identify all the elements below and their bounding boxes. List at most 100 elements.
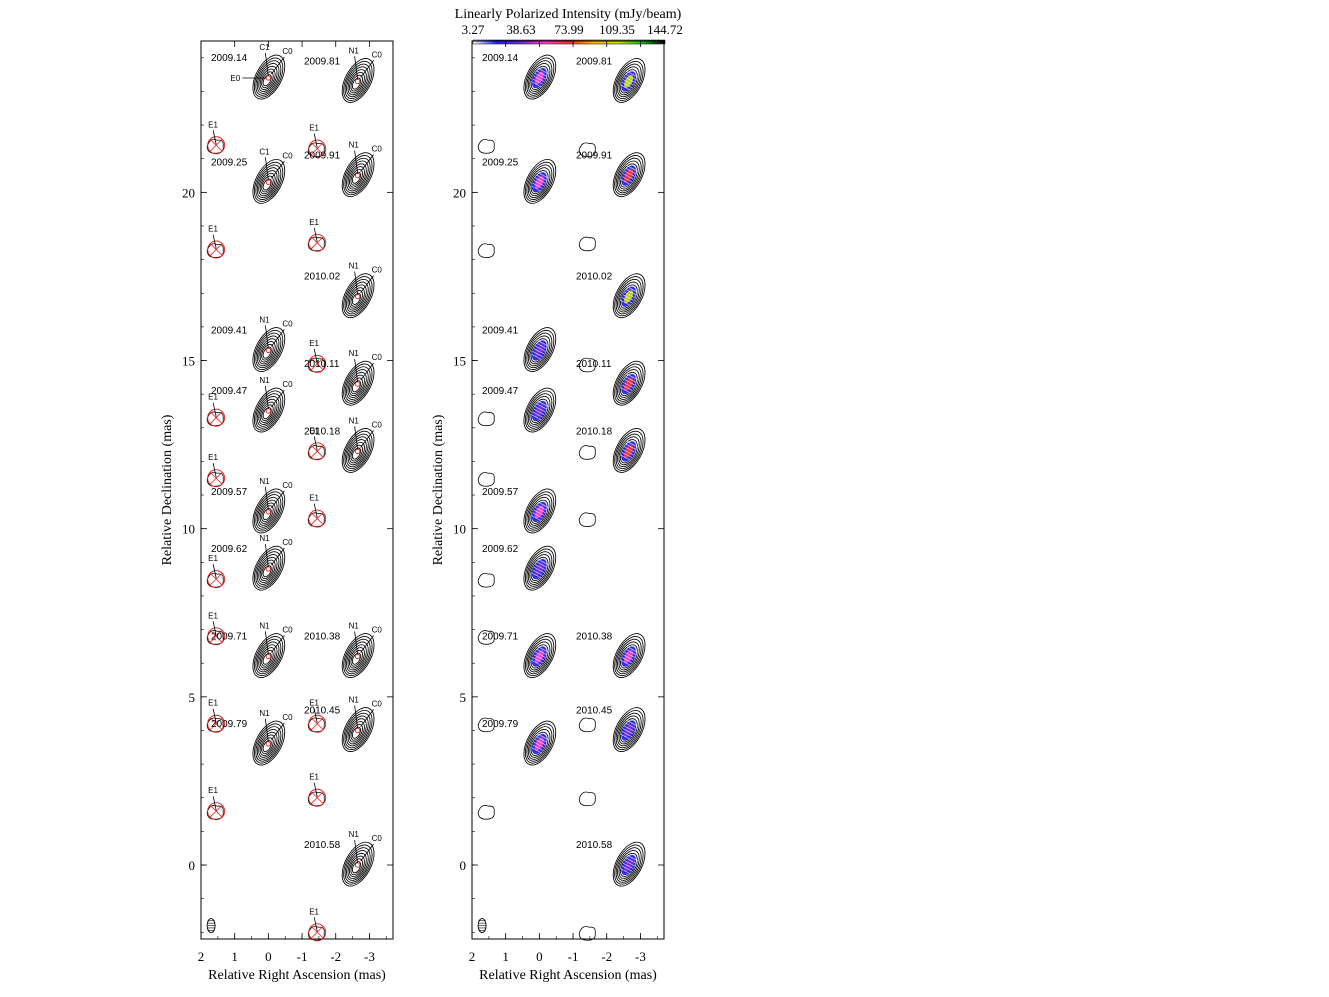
- core-component-label: N1: [349, 695, 360, 704]
- epoch-label: 2010.45: [576, 705, 613, 716]
- e1-component-circle: [308, 714, 327, 733]
- jet-component-label: C0: [282, 481, 293, 490]
- e1-component-circle: [207, 136, 226, 155]
- epoch-label: 2010.11: [576, 359, 612, 370]
- e1-leader-line: [313, 133, 318, 148]
- jet-leader-line: [271, 635, 285, 653]
- core-component-label: N1: [349, 621, 360, 630]
- core-component-label: N1: [259, 709, 270, 718]
- epoch-label: 2009.57: [482, 487, 519, 498]
- core-component-marker: [265, 408, 272, 414]
- core-leader-line: [354, 359, 359, 383]
- jet-leader-line: [271, 490, 285, 509]
- epoch-map-2009.57: 2009.57 N1 C0 E1: [206, 477, 293, 589]
- epoch-label: 2010.58: [576, 840, 613, 851]
- epoch-label: 2009.57: [211, 487, 248, 498]
- epoch-label: 2010.18: [576, 426, 613, 437]
- core-component-marker: [354, 293, 361, 300]
- polarization-vectors: [530, 67, 549, 89]
- core-component-label: N1: [349, 416, 360, 425]
- core-contours: [523, 488, 557, 534]
- epoch-label: 2010.58: [304, 840, 341, 851]
- e1-component-cross: [209, 630, 223, 643]
- core-leader-line: [354, 631, 359, 655]
- epoch-map-2010.18: 2010.18 N1 C0 E1: [304, 416, 382, 528]
- core-component-marker: [354, 448, 361, 454]
- polarization-vectors: [530, 501, 549, 522]
- e1-leader-line: [313, 436, 318, 451]
- core-contours: [252, 159, 286, 204]
- e1-leader-line: [313, 227, 318, 242]
- e1-leader-line: [212, 708, 217, 723]
- epoch-label: 2010.18: [304, 426, 341, 437]
- jet-leader-line: [271, 547, 285, 566]
- colorbar-tick-labels: 3.27 38.63 73.99 109.35 144.72: [462, 22, 683, 37]
- e1-component-label: E1: [309, 426, 319, 435]
- epoch-map-2010.45: 2010.45: [576, 705, 646, 807]
- core-contours: [252, 488, 286, 534]
- e1-component-cross: [209, 572, 223, 586]
- e1-component-circle: [308, 233, 327, 252]
- e1-component-cross: [310, 925, 324, 939]
- epoch-label: 2009.62: [211, 544, 248, 555]
- core-contours: [252, 720, 286, 766]
- e1-component-cross: [209, 471, 223, 485]
- x-axis-label: Relative Right Ascension (mas): [479, 968, 657, 983]
- core-contours: [341, 428, 375, 473]
- y-axis-label: Relative Declination (mas): [160, 414, 175, 565]
- core-leader-line: [264, 631, 269, 655]
- jet-component-label: C0: [282, 151, 293, 160]
- epoch-map-2009.47: 2009.47 N1 C0 E1: [206, 376, 293, 488]
- epoch-label: 2009.81: [304, 56, 341, 67]
- core-leader-line: [264, 52, 269, 77]
- e1-component-label: E1: [208, 120, 218, 129]
- x-tick-label: -1: [568, 949, 579, 964]
- core-contours: [341, 360, 375, 406]
- jet-component-label: C0: [282, 319, 293, 328]
- epoch-label: 2009.81: [576, 56, 613, 67]
- jet-component-label: C0: [372, 699, 383, 708]
- epoch-map-2010.58: 2010.58: [576, 840, 646, 941]
- epoch-label: 2009.47: [211, 386, 248, 397]
- e1-component-cross: [209, 138, 223, 152]
- epoch-map-2009.41: 2009.41: [477, 325, 557, 427]
- polarization-vectors: [619, 286, 638, 307]
- core-component-marker: [265, 75, 272, 81]
- e1-component-circle: [207, 408, 226, 427]
- e1-contour: [477, 139, 495, 154]
- polarization-vectors: [530, 340, 549, 361]
- epoch-map-2009.62: 2009.62: [477, 544, 557, 645]
- e1-leader-line: [313, 917, 318, 932]
- jet-component-label: C0: [372, 625, 383, 634]
- core-component-label: N1: [259, 315, 270, 324]
- core-contours: [252, 54, 286, 100]
- polarization-vectors: [619, 71, 638, 92]
- e1-leader-line: [313, 503, 318, 518]
- jet-leader-line: [360, 60, 374, 78]
- core-leader-line: [264, 718, 269, 742]
- jet-component-label: C0: [282, 47, 293, 56]
- jet-leader-line: [271, 56, 285, 75]
- e1-contour: [477, 472, 495, 487]
- e1-component-circle: [308, 442, 327, 461]
- e1-component-label: E1: [208, 699, 218, 708]
- jet-component-label: C0: [282, 625, 293, 634]
- e1-leader-line: [212, 234, 217, 249]
- e1-contour: [578, 512, 596, 527]
- x-tick-label: 1: [502, 949, 509, 964]
- polarization-vectors: [619, 165, 638, 186]
- epoch-map-2010.58: 2010.58 N1 C0 E1: [304, 830, 382, 942]
- e1-contour: [477, 411, 495, 427]
- e1-component-label: E1: [208, 453, 218, 462]
- x-tick-label: 1: [231, 949, 238, 964]
- core-component-marker: [265, 653, 272, 660]
- e1-leader-line: [212, 402, 217, 417]
- e1-component-label: E1: [309, 494, 319, 503]
- core-component-marker: [265, 179, 272, 185]
- e1-component-label: E1: [309, 124, 319, 133]
- e1-component-label: E1: [309, 907, 319, 916]
- core-component-label: N1: [259, 621, 270, 630]
- plot-frame: [200, 40, 394, 940]
- e1-contour: [477, 717, 495, 733]
- colorbar-tick-label: 144.72: [647, 22, 683, 37]
